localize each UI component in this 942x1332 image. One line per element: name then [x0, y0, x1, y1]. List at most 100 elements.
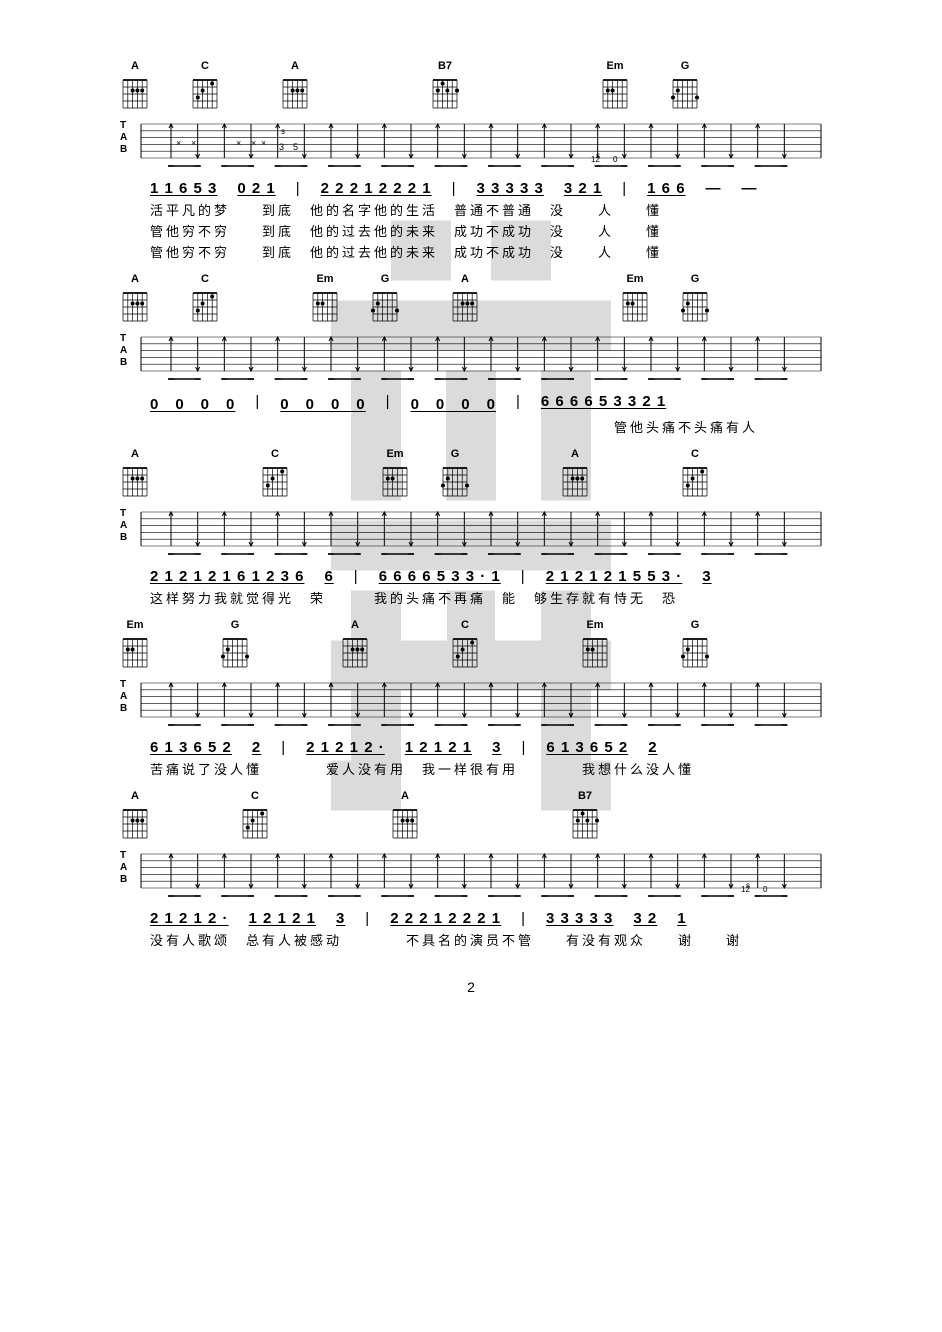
chord-diagram: A [450, 273, 480, 325]
number-group: 1 6 6 [647, 180, 685, 197]
tab-system: A C Em [120, 273, 822, 436]
chord-name: C [680, 448, 710, 462]
chord-name: A [450, 273, 480, 287]
number-group: 2 1 2 1 2 · [150, 910, 229, 927]
number-notation-row: 0 0 0 0|0 0 0 0|0 0 0 0|6 6 6 6 5 3 3 2 … [120, 393, 822, 414]
number-group: 3 2 [633, 910, 657, 927]
svg-text:×: × [176, 138, 181, 148]
lyric-line: 管他穷不穷 到底 他的过去他的未来 成功不成功 没 人 懂 [120, 242, 822, 261]
chord-name: G [440, 448, 470, 462]
number-group: 3 [492, 739, 501, 756]
number-group: 2 [252, 739, 261, 756]
chord-diagram: B7 [570, 790, 600, 842]
chord-diagram: A [340, 619, 370, 671]
chord-name: Em [120, 619, 150, 633]
svg-text:3: 3 [279, 142, 284, 152]
number-group: 0 2 1 [237, 180, 275, 197]
bar-separator: | [386, 393, 391, 414]
svg-text:×: × [261, 138, 266, 148]
rest-mark: — [706, 180, 722, 197]
chord-name: Em [580, 619, 610, 633]
chord-diagram: G [670, 60, 700, 112]
tab-staff: TAB [120, 675, 822, 735]
chord-name: B7 [570, 790, 600, 804]
chord-diagram: A [390, 790, 420, 842]
rest-mark: — [742, 180, 758, 197]
number-notation-row: 1 1 6 5 30 2 1|2 2 2 1 2 2 2 1|3 3 3 3 3… [120, 180, 822, 197]
chord-name: C [190, 60, 220, 74]
chord-diagram: A [120, 448, 150, 500]
number-group: 1 2 1 2 1 [249, 910, 316, 927]
tab-labels: TAB [120, 679, 127, 715]
svg-text:0: 0 [613, 155, 618, 164]
chord-diagram: G [680, 273, 710, 325]
chord-diagram: G [220, 619, 250, 671]
chord-name: C [190, 273, 220, 287]
svg-text:5: 5 [293, 142, 298, 152]
chord-diagram: G [370, 273, 400, 325]
svg-text:0: 0 [763, 885, 768, 894]
svg-text:×: × [191, 138, 196, 148]
chord-diagram: C [240, 790, 270, 842]
number-group: 2 2 2 1 2 2 2 1 [390, 910, 501, 927]
chord-name: C [260, 448, 290, 462]
chord-row: A C Em [120, 448, 822, 500]
number-group: 1 [677, 910, 686, 927]
number-notation-row: 6 1 3 6 5 22|2 1 2 1 2 ·1 2 1 2 13|6 1 3… [120, 739, 822, 756]
svg-text:s: s [281, 127, 285, 136]
chord-diagram: Em [120, 619, 150, 671]
chord-diagram: Em [620, 273, 650, 325]
chord-diagram: C [450, 619, 480, 671]
chord-diagram: A [280, 60, 310, 112]
svg-text:12: 12 [741, 885, 750, 894]
bar-separator: | [521, 739, 526, 756]
chord-diagram: A [120, 790, 150, 842]
chord-diagram: G [440, 448, 470, 500]
chord-name: Em [380, 448, 410, 462]
bar-separator: | [365, 910, 370, 927]
bar-separator: | [622, 180, 627, 197]
chord-name: A [120, 790, 150, 804]
chord-name: A [120, 448, 150, 462]
chord-diagram: G [680, 619, 710, 671]
bar-separator: | [516, 393, 521, 414]
chord-name: A [120, 273, 150, 287]
tab-staff: TAB [120, 116, 822, 176]
number-group: 6 [324, 568, 333, 585]
number-group: 2 2 2 1 2 2 2 1 [321, 180, 432, 197]
chord-name: G [370, 273, 400, 287]
chord-name: C [450, 619, 480, 633]
svg-text:×: × [251, 138, 256, 148]
tab-staff: TAB [120, 846, 822, 906]
svg-text:12: 12 [591, 155, 600, 164]
chord-name: G [220, 619, 250, 633]
chord-row: A C A [120, 790, 822, 842]
chord-name: Em [620, 273, 650, 287]
chord-name: G [680, 273, 710, 287]
lyric-line: 苦痛说了没人懂 爱人没有用 我一样很有用 我想什么没人懂 [120, 759, 822, 778]
chord-row: Em G A [120, 619, 822, 671]
tab-system: A C Em [120, 448, 822, 607]
chord-diagram: Em [380, 448, 410, 500]
number-group: 2 1 2 1 2 · [306, 739, 385, 756]
chord-diagram: Em [310, 273, 340, 325]
tab-labels: TAB [120, 333, 127, 369]
number-group: 2 1 2 1 2 1 5 5 3 · [546, 568, 683, 585]
chord-diagram: C [190, 273, 220, 325]
chord-name: A [340, 619, 370, 633]
chord-diagram: C [680, 448, 710, 500]
chord-name: C [240, 790, 270, 804]
tab-system: A C A [120, 790, 822, 949]
number-group: 6 1 3 6 5 2 [546, 739, 628, 756]
chord-name: A [280, 60, 310, 74]
number-group: 3 [702, 568, 711, 585]
svg-text:×: × [236, 138, 241, 148]
chord-name: Em [310, 273, 340, 287]
chord-diagram: A [560, 448, 590, 500]
chord-name: G [680, 619, 710, 633]
bar-separator: | [281, 739, 286, 756]
chord-diagram: A [120, 60, 150, 112]
chord-name: B7 [430, 60, 460, 74]
chord-name: A [560, 448, 590, 462]
number-notation-row: 2 1 2 1 2 ·1 2 1 2 13|2 2 2 1 2 2 2 1|3 … [120, 910, 822, 927]
